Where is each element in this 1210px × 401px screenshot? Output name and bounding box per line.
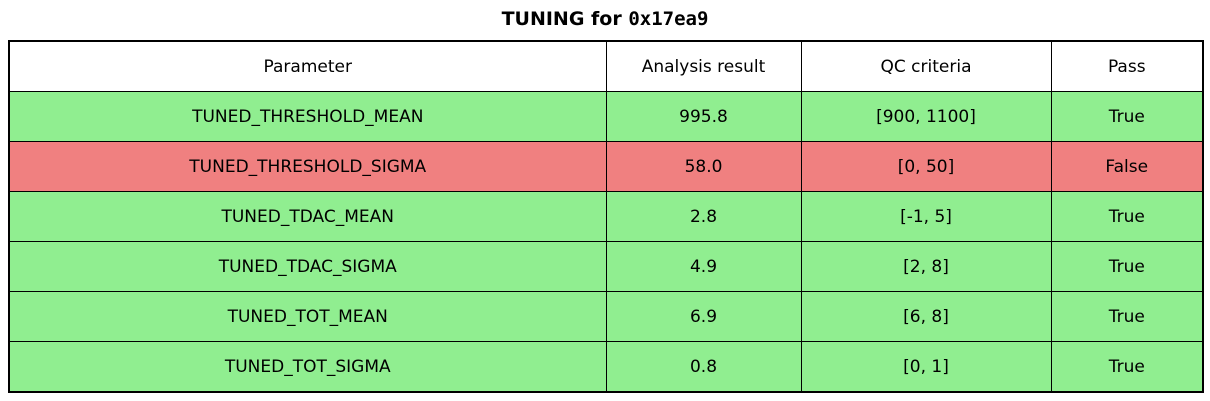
table-row: TUNED_TOT_MEAN 6.9 [6, 8] True — [8, 291, 1204, 342]
column-header-parameter: Parameter — [8, 40, 607, 92]
cell-pass: True — [1050, 91, 1204, 142]
cell-pass: True — [1050, 191, 1204, 242]
column-header-pass: Pass — [1050, 40, 1204, 92]
cell-qc-criteria: [900, 1100] — [800, 91, 1052, 142]
table-row: TUNED_TDAC_SIGMA 4.9 [2, 8] True — [8, 241, 1204, 292]
cell-qc-criteria: [0, 50] — [800, 141, 1052, 192]
cell-analysis-result: 0.8 — [605, 341, 802, 393]
cell-parameter: TUNED_THRESHOLD_MEAN — [8, 91, 607, 142]
cell-qc-criteria: [2, 8] — [800, 241, 1052, 292]
column-header-qc-criteria: QC criteria — [800, 40, 1052, 92]
cell-parameter: TUNED_TDAC_MEAN — [8, 191, 607, 242]
qc-results-table: Parameter Analysis result QC criteria Pa… — [8, 40, 1204, 393]
cell-analysis-result: 4.9 — [605, 241, 802, 292]
cell-pass: True — [1050, 241, 1204, 292]
table-row: TUNED_TOT_SIGMA 0.8 [0, 1] True — [8, 341, 1204, 393]
figure-title-chip-id: 0x17ea9 — [628, 8, 709, 30]
cell-parameter: TUNED_TDAC_SIGMA — [8, 241, 607, 292]
cell-parameter: TUNED_TOT_SIGMA — [8, 341, 607, 393]
cell-pass: False — [1050, 141, 1204, 192]
cell-analysis-result: 6.9 — [605, 291, 802, 342]
cell-parameter: TUNED_TOT_MEAN — [8, 291, 607, 342]
column-header-analysis-result: Analysis result — [605, 40, 802, 92]
table-row: TUNED_TDAC_MEAN 2.8 [-1, 5] True — [8, 191, 1204, 242]
header-row: Parameter Analysis result QC criteria Pa… — [8, 40, 1204, 92]
cell-qc-criteria: [6, 8] — [800, 291, 1052, 342]
figure-title-prefix: TUNING for — [501, 8, 629, 30]
cell-analysis-result: 995.8 — [605, 91, 802, 142]
figure-title: TUNING for 0x17ea9 — [8, 5, 1202, 33]
cell-pass: True — [1050, 341, 1204, 393]
cell-qc-criteria: [-1, 5] — [800, 191, 1052, 242]
table-header: Parameter Analysis result QC criteria Pa… — [8, 40, 1204, 92]
cell-analysis-result: 2.8 — [605, 191, 802, 242]
cell-analysis-result: 58.0 — [605, 141, 802, 192]
table-row: TUNED_THRESHOLD_MEAN 995.8 [900, 1100] T… — [8, 91, 1204, 142]
table-body: TUNED_THRESHOLD_MEAN 995.8 [900, 1100] T… — [8, 91, 1204, 393]
cell-parameter: TUNED_THRESHOLD_SIGMA — [8, 141, 607, 192]
cell-pass: True — [1050, 291, 1204, 342]
cell-qc-criteria: [0, 1] — [800, 341, 1052, 393]
table-row: TUNED_THRESHOLD_SIGMA 58.0 [0, 50] False — [8, 141, 1204, 192]
